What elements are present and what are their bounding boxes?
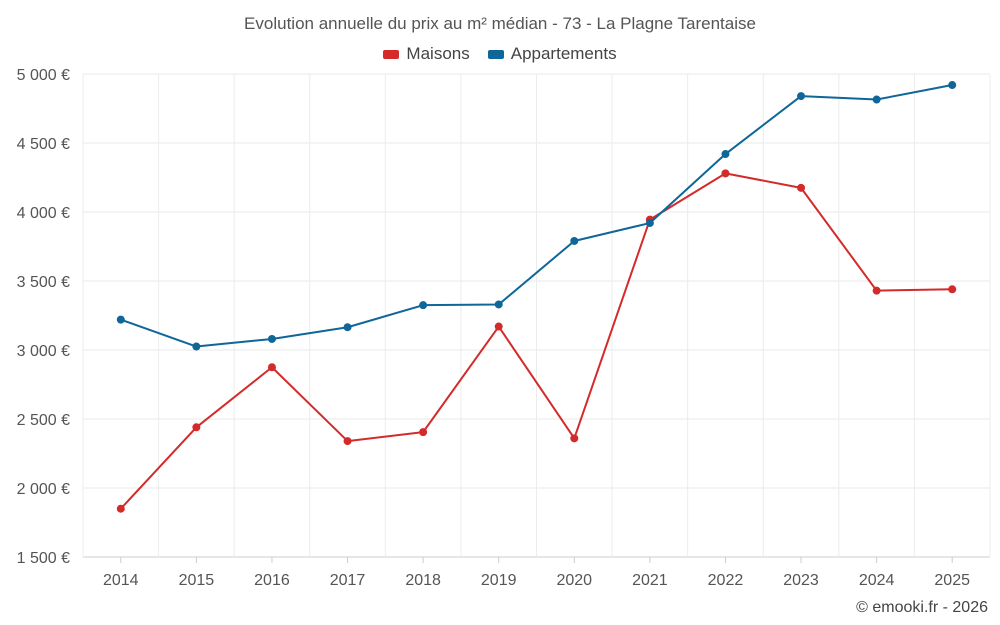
- legend-swatch-appartements: [487, 49, 504, 59]
- legend-item-maisons[interactable]: Maisons: [383, 44, 470, 64]
- data-point-maisons: [343, 437, 352, 446]
- data-point-maisons: [721, 169, 730, 178]
- legend-item-appartements[interactable]: Appartements: [487, 44, 617, 64]
- data-point-appartements: [494, 300, 503, 309]
- y-tick-label: 1 500 €: [17, 550, 70, 567]
- data-point-appartements: [192, 342, 201, 351]
- y-tick-label: 4 000 €: [17, 205, 70, 222]
- data-point-maisons: [948, 285, 957, 294]
- data-point-maisons: [419, 428, 428, 437]
- x-tick-label: 2022: [708, 572, 744, 589]
- data-point-maisons: [116, 504, 125, 513]
- x-tick-label: 2018: [405, 572, 441, 589]
- y-tick-label: 2 000 €: [17, 481, 70, 498]
- data-point-appartements: [570, 236, 579, 245]
- x-tick-label: 2019: [481, 572, 517, 589]
- data-point-maisons: [797, 183, 806, 192]
- footer-credit: © emooki.fr - 2026: [856, 599, 988, 616]
- data-point-appartements: [419, 301, 428, 310]
- y-tick-label: 5 000 €: [17, 67, 70, 84]
- y-tick-label: 3 000 €: [17, 343, 70, 360]
- x-tick-label: 2017: [330, 572, 366, 589]
- data-point-appartements: [872, 95, 881, 104]
- x-tick-label: 2020: [556, 572, 592, 589]
- x-tick-label: 2016: [254, 572, 290, 589]
- x-tick-label: 2015: [179, 572, 215, 589]
- x-tick-label: 2024: [859, 572, 895, 589]
- data-point-appartements: [116, 315, 125, 324]
- data-point-maisons: [192, 423, 201, 432]
- legend-label-maisons: Maisons: [406, 44, 470, 63]
- legend: Maisons Appartements: [0, 44, 1000, 64]
- data-point-appartements: [645, 219, 654, 228]
- legend-swatch-maisons: [383, 49, 400, 59]
- data-point-maisons: [267, 363, 276, 372]
- data-point-maisons: [570, 434, 579, 443]
- y-tick-label: 2 500 €: [17, 412, 70, 429]
- series-line-maisons: [120, 172, 953, 510]
- chart-title: Evolution annuelle du prix au m² médian …: [244, 14, 756, 33]
- data-point-appartements: [797, 92, 806, 101]
- data-point-appartements: [267, 334, 276, 343]
- data-point-appartements: [948, 81, 957, 90]
- x-tick-label: 2014: [103, 572, 139, 589]
- data-point-maisons: [872, 286, 881, 295]
- x-tick-label: 2023: [783, 572, 819, 589]
- data-point-appartements: [343, 323, 352, 332]
- data-point-maisons: [494, 322, 503, 331]
- series-line-appartements: [120, 84, 953, 348]
- x-tick-label: 2021: [632, 572, 668, 589]
- data-point-appartements: [721, 150, 730, 159]
- x-tick-label: 2025: [934, 572, 970, 589]
- legend-label-appartements: Appartements: [510, 44, 617, 63]
- y-tick-label: 3 500 €: [17, 274, 70, 291]
- y-tick-label: 4 500 €: [17, 136, 70, 153]
